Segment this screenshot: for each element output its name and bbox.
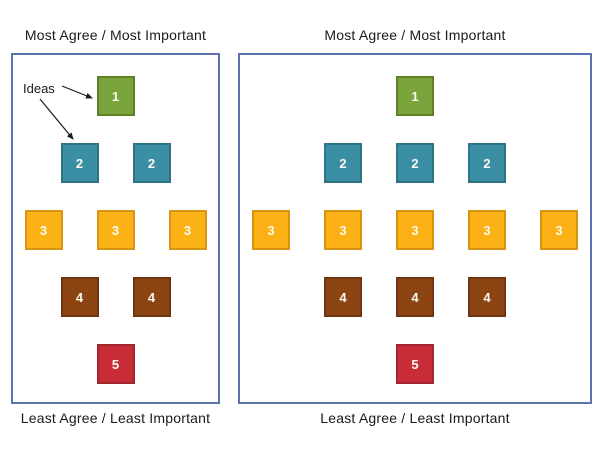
idea-card-level-3[interactable]: 3	[324, 210, 362, 250]
idea-card-level-5[interactable]: 5	[96, 344, 135, 384]
idea-card-level-3[interactable]: 3	[96, 210, 135, 250]
idea-card-level-5[interactable]: 5	[396, 344, 434, 384]
idea-card-level-2[interactable]: 2	[468, 143, 506, 183]
idea-card-level-3[interactable]: 3	[468, 210, 506, 250]
idea-card-level-4[interactable]: 4	[132, 277, 171, 317]
right-panel-top-label: Most Agree / Most Important	[324, 27, 506, 43]
right-panel-bottom-label: Least Agree / Least Important	[320, 410, 510, 426]
idea-card-level-3[interactable]: 3	[396, 210, 434, 250]
left-panel-top-label: Most Agree / Most Important	[24, 27, 207, 43]
idea-card-level-2[interactable]: 2	[324, 143, 362, 183]
idea-card-level-4[interactable]: 4	[468, 277, 506, 317]
idea-card-level-4[interactable]: 4	[60, 277, 99, 317]
idea-card-level-4[interactable]: 4	[396, 277, 434, 317]
idea-card-level-3[interactable]: 3	[540, 210, 578, 250]
idea-card-level-1[interactable]: 1	[396, 76, 434, 116]
idea-card-level-3[interactable]: 3	[168, 210, 207, 250]
idea-card-level-3[interactable]: 3	[252, 210, 290, 250]
left-panel-bottom-label: Least Agree / Least Important	[20, 410, 211, 426]
idea-card-level-3[interactable]: 3	[24, 210, 63, 250]
idea-card-level-4[interactable]: 4	[324, 277, 362, 317]
idea-card-level-2[interactable]: 2	[60, 143, 99, 183]
idea-card-level-2[interactable]: 2	[132, 143, 171, 183]
idea-row-level-1: 1	[13, 76, 218, 116]
idea-card-level-2[interactable]: 2	[396, 143, 434, 183]
idea-row-level-1: 1	[240, 76, 590, 116]
idea-card-level-1[interactable]: 1	[96, 76, 135, 116]
idea-row-level-5: 5	[13, 344, 218, 384]
ideas-annotation-label: Ideas	[23, 81, 55, 96]
idea-row-level-5: 5	[240, 344, 590, 384]
